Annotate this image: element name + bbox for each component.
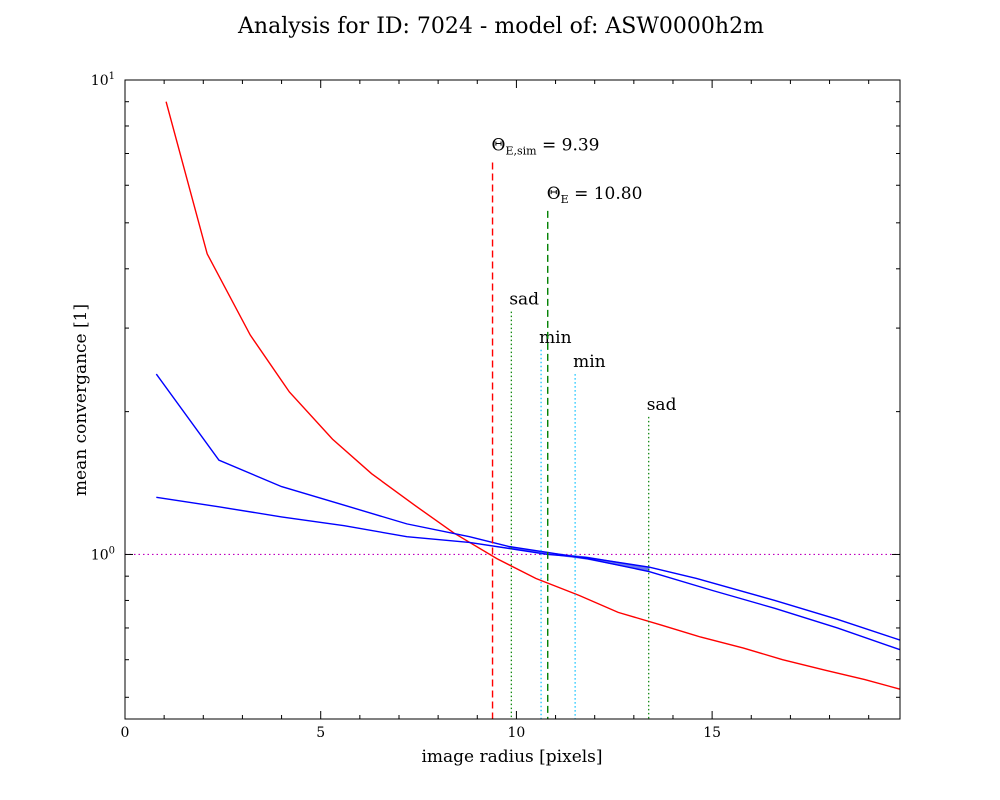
theta-label-2: ΘE = 10.80 <box>547 184 643 206</box>
y-axis-label: mean convergance [1] <box>71 304 91 496</box>
series-line-2 <box>155 373 901 651</box>
series-line-3 <box>156 496 901 641</box>
theta-label-1: ΘE,sim = 9.39 <box>492 136 600 158</box>
shaded-band <box>508 546 650 572</box>
x-tick-label: 0 <box>121 725 130 741</box>
image-label-sad: sad <box>647 395 677 415</box>
plot-frame <box>124 79 901 720</box>
y-tick-label: 101 <box>91 71 115 89</box>
x-tick-label: 5 <box>316 725 325 741</box>
chart-title: Analysis for ID: 7024 - model of: ASW000… <box>237 14 764 39</box>
x-axis-label: image radius [pixels] <box>421 747 602 767</box>
x-tick-label: 10 <box>508 725 526 741</box>
x-tick-label: 15 <box>703 725 721 741</box>
image-label-min: min <box>539 328 572 348</box>
series-line-1 <box>165 101 901 690</box>
image-label-sad: sad <box>509 290 539 310</box>
y-tick-label: 100 <box>91 545 115 563</box>
image-label-min: min <box>573 352 606 372</box>
